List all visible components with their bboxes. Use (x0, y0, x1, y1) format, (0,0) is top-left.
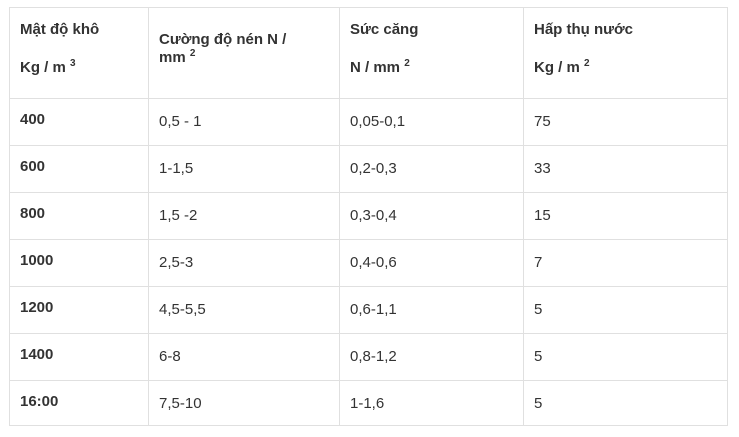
cell-compressive: 1-1,5 (148, 145, 340, 193)
table-row: 400 0,5 - 1 0,05-0,1 75 (9, 98, 728, 146)
cell-compressive: 1,5 -2 (148, 192, 340, 240)
header-tensile-strength-title: Sức căng (350, 21, 419, 38)
header-compressive-strength-sup: 2 (189, 48, 196, 59)
cell-density: 800 (9, 192, 149, 240)
cell-compressive: 2,5-3 (148, 239, 340, 287)
table-row: 16:00 7,5-10 1-1,6 5 (9, 380, 728, 426)
cell-compressive: 7,5-10 (148, 380, 340, 426)
cell-density: 400 (9, 98, 149, 146)
cell-density: 1000 (9, 239, 149, 287)
cell-density: 600 (9, 145, 149, 193)
cell-absorption: 15 (523, 192, 728, 240)
data-table-container: Mật độ khô Kg / m 3 Cường độ nén N / mm … (9, 7, 728, 426)
table-row: 1200 4,5-5,5 0,6-1,1 5 (9, 286, 728, 334)
header-water-absorption-title: Hấp thụ nước (534, 21, 634, 38)
cell-absorption: 5 (523, 380, 728, 426)
cell-compressive: 0,5 - 1 (148, 98, 340, 146)
cell-tensile: 1-1,6 (339, 380, 524, 426)
cell-absorption: 7 (523, 239, 728, 287)
cell-tensile: 0,6-1,1 (339, 286, 524, 334)
header-dry-density-title: Mật độ khô (20, 21, 100, 38)
cell-compressive: 4,5-5,5 (148, 286, 340, 334)
table-row: 600 1-1,5 0,2-0,3 33 (9, 145, 728, 193)
cell-compressive: 6-8 (148, 333, 340, 381)
header-dry-density-unit: Kg / m (20, 59, 66, 76)
cell-absorption: 33 (523, 145, 728, 193)
header-tensile-strength: Sức căng N / mm 2 (339, 7, 524, 99)
cell-tensile: 0,4-0,6 (339, 239, 524, 287)
table-row: 1400 6-8 0,8-1,2 5 (9, 333, 728, 381)
cell-tensile: 0,05-0,1 (339, 98, 524, 146)
header-water-absorption-sup: 2 (584, 58, 590, 69)
cell-absorption: 5 (523, 333, 728, 381)
header-row: Mật độ khô Kg / m 3 Cường độ nén N / mm … (9, 7, 728, 99)
header-tensile-strength-sup: 2 (404, 58, 410, 69)
header-tensile-strength-unit: N / mm (350, 59, 401, 76)
table-row: 1000 2,5-3 0,4-0,6 7 (9, 239, 728, 287)
cell-density: 16:00 (9, 380, 149, 426)
cell-density: 1400 (9, 333, 149, 381)
header-water-absorption-unit: Kg / m (534, 59, 580, 76)
header-dry-density: Mật độ khô Kg / m 3 (9, 7, 149, 99)
cell-tensile: 0,8-1,2 (339, 333, 524, 381)
cell-absorption: 5 (523, 286, 728, 334)
header-compressive-strength: Cường độ nén N / mm 2 (148, 7, 340, 99)
header-compressive-strength-title: Cường độ nén N / (159, 31, 287, 48)
header-compressive-strength-unit: mm (159, 49, 186, 66)
table-row: 800 1,5 -2 0,3-0,4 15 (9, 192, 728, 240)
header-dry-density-sup: 3 (70, 58, 76, 69)
cell-tensile: 0,3-0,4 (339, 192, 524, 240)
properties-table: Mật độ khô Kg / m 3 Cường độ nén N / mm … (9, 7, 728, 426)
cell-absorption: 75 (523, 98, 728, 146)
cell-tensile: 0,2-0,3 (339, 145, 524, 193)
cell-density: 1200 (9, 286, 149, 334)
header-water-absorption: Hấp thụ nước Kg / m 2 (523, 7, 728, 99)
